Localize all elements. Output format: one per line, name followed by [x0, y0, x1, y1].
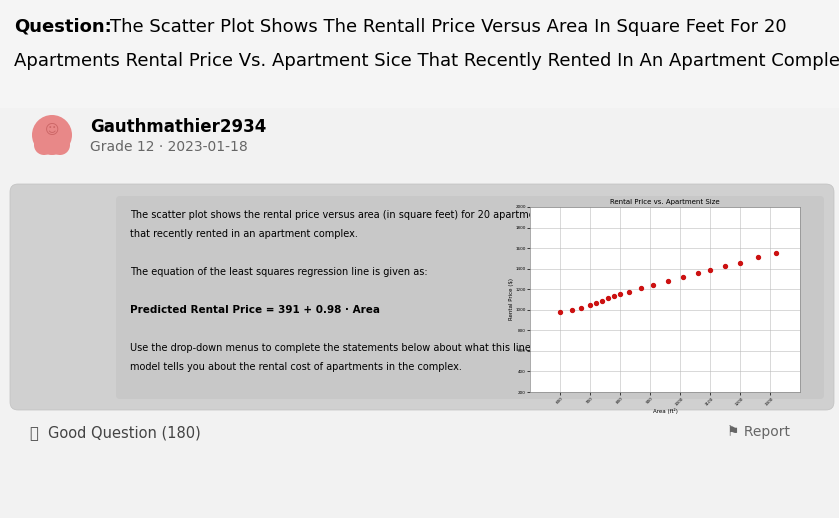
Text: The equation of the least squares regression line is given as:: The equation of the least squares regres… — [130, 267, 428, 277]
Circle shape — [44, 119, 60, 135]
Point — [623, 288, 636, 296]
Point — [589, 298, 602, 307]
Text: Apartments Rental Price Vs. Apartment Sice That Recently Rented In An Apartment : Apartments Rental Price Vs. Apartment Si… — [14, 52, 839, 70]
Point — [718, 262, 732, 270]
FancyBboxPatch shape — [10, 184, 834, 410]
X-axis label: Area (ft²): Area (ft²) — [653, 408, 677, 414]
Text: The scatter plot shows the rental price versus area (in square feet) for 20 apar: The scatter plot shows the rental price … — [130, 210, 550, 220]
Circle shape — [50, 135, 70, 155]
Text: ☺: ☺ — [44, 123, 60, 137]
Text: Question:: Question: — [14, 18, 112, 36]
Text: Use the drop-down menus to complete the statements below about what this linear: Use the drop-down menus to complete the … — [130, 343, 541, 353]
Point — [553, 308, 566, 316]
Point — [613, 290, 627, 298]
Point — [703, 266, 717, 274]
Point — [733, 258, 747, 267]
Text: The Scatter Plot Shows The Rentall Price Versus Area In Square Feet For 20: The Scatter Plot Shows The Rentall Price… — [110, 18, 787, 36]
Text: Predicted Rental Price = 391 + 0.98 · Area: Predicted Rental Price = 391 + 0.98 · Ar… — [130, 305, 380, 315]
Point — [634, 284, 648, 292]
Point — [565, 306, 579, 314]
Point — [769, 249, 783, 257]
FancyBboxPatch shape — [116, 196, 824, 399]
Point — [751, 253, 764, 262]
Point — [574, 304, 587, 312]
Text: Gauthmathier2934: Gauthmathier2934 — [90, 118, 266, 136]
Point — [661, 277, 675, 285]
Point — [646, 281, 659, 289]
Point — [676, 273, 690, 281]
Y-axis label: Rental Price ($): Rental Price ($) — [509, 279, 514, 321]
Text: that recently rented in an apartment complex.: that recently rented in an apartment com… — [130, 229, 358, 239]
Circle shape — [32, 115, 72, 155]
Point — [607, 292, 621, 300]
Text: Grade 12 · 2023-01-18: Grade 12 · 2023-01-18 — [90, 140, 248, 154]
Text: model tells you about the rental cost of apartments in the complex.: model tells you about the rental cost of… — [130, 362, 462, 372]
Title: Rental Price vs. Apartment Size: Rental Price vs. Apartment Size — [610, 199, 720, 205]
Circle shape — [34, 135, 54, 155]
Point — [602, 294, 615, 303]
Point — [583, 300, 597, 309]
Point — [691, 269, 705, 277]
FancyBboxPatch shape — [0, 0, 839, 108]
Text: 👍  Good Question (180): 👍 Good Question (180) — [30, 425, 201, 440]
Point — [596, 296, 609, 305]
Text: ⚑ Report: ⚑ Report — [727, 425, 790, 439]
